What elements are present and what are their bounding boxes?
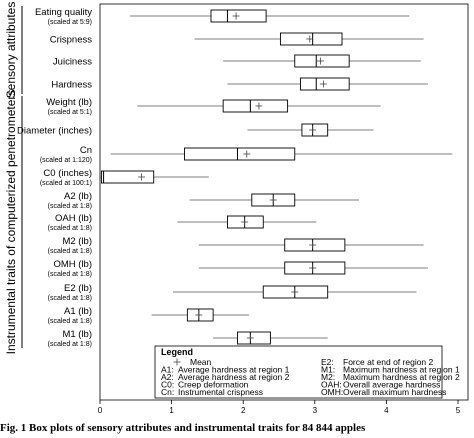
- box-0: [130, 9, 410, 23]
- legend-description: Overall average hardness: [343, 380, 440, 390]
- group-label: Instrumental traits of computerized pene…: [4, 90, 18, 355]
- category-scale-note: (scaled at 1:8): [48, 225, 92, 232]
- box-iqr: [100, 170, 155, 184]
- group-label: Sensory attributes: [4, 2, 18, 99]
- category-scale-note: (scaled at 5:9): [48, 19, 92, 26]
- category-scale-note: (scaled at 1:8): [48, 271, 92, 278]
- figure-caption: Fig. 1 Box plots of sensory attributes a…: [0, 422, 366, 434]
- category-label: Eating quality: [35, 7, 92, 18]
- legend-description: Instrumental crispness: [178, 387, 263, 397]
- category-label: OMH (lb): [53, 259, 92, 270]
- x-tick-label: 2: [241, 406, 246, 415]
- category-label: Hardness: [51, 80, 92, 91]
- x-tick-label: 5: [456, 406, 461, 415]
- x-tick-label: 3: [313, 406, 318, 415]
- legend-code: M1:: [321, 365, 335, 375]
- category-label: Weight (lb): [46, 97, 92, 108]
- category-label: Cn: [80, 145, 92, 156]
- legend-code: A1:: [161, 365, 174, 375]
- category-scale-note: (scaled at 1:8): [48, 248, 92, 255]
- box-4: [137, 99, 381, 113]
- box-12: [173, 285, 417, 299]
- x-tick-label: 0: [98, 406, 103, 415]
- legend-description: Average hardness at region 1: [178, 365, 290, 375]
- category-label: M1 (lb): [62, 329, 92, 340]
- box-10: [198, 238, 424, 252]
- category-label: A2 (lb): [64, 191, 92, 202]
- category-scale-note: (scaled at 1:8): [48, 341, 92, 348]
- plot-frame: [99, 3, 469, 401]
- legend-description: Creep deformation: [178, 380, 249, 390]
- box-7: [100, 170, 209, 184]
- category-scale-note: (scaled at 1:8): [48, 318, 92, 325]
- box-11: [198, 261, 428, 275]
- category-label: A1 (lb): [64, 306, 92, 317]
- legend-description: Maximum hardness at region 1: [343, 365, 460, 375]
- legend-code: OAH:: [321, 380, 342, 390]
- category-scale-note: (scaled at 1:120): [40, 157, 92, 164]
- category-scale-note: (scaled at 5:1): [48, 109, 92, 116]
- legend-description: Force at end of region 2: [343, 357, 434, 367]
- legend-code: M2:: [321, 372, 335, 382]
- legend-title: Legend: [161, 347, 193, 357]
- legend-code: C0:: [161, 380, 174, 390]
- box-5: [247, 123, 374, 137]
- category-label: Juiciness: [53, 57, 92, 68]
- category-scale-note: (scaled at 1:8): [48, 295, 92, 302]
- category-scale-note: (scaled at 100:1): [40, 180, 92, 187]
- box-iqr: [184, 147, 296, 161]
- category-label: OAH (lb): [55, 213, 92, 224]
- legend-description: Average hardness at region 2: [178, 372, 290, 382]
- legend-code: A2:: [161, 372, 174, 382]
- x-tick-label: 1: [169, 406, 174, 415]
- legend-box: [154, 345, 443, 399]
- legend-description: Maximum hardness at region 2: [343, 372, 460, 382]
- box-6: [110, 147, 453, 161]
- box-9: [177, 215, 317, 229]
- category-scale-note: (scaled at 1:8): [48, 203, 92, 210]
- legend-code: OMH:: [321, 387, 343, 397]
- box-13: [151, 308, 249, 322]
- box-8: [189, 193, 360, 207]
- legend-mean-label: Mean: [190, 357, 212, 367]
- x-tick-label: 4: [384, 406, 389, 415]
- category-label: Diameter (inches): [17, 126, 92, 137]
- legend-code: Cn:: [161, 387, 174, 397]
- box-14: [213, 331, 328, 345]
- box-3: [227, 77, 428, 91]
- category-label: E2 (lb): [64, 283, 92, 294]
- box-plot-chart: Eating quality(scaled at 5:9) Crispness Ju…: [4, 2, 469, 415]
- box-iqr: [237, 331, 271, 345]
- category-label: C0 (inches): [43, 168, 92, 179]
- box-iqr: [222, 99, 289, 113]
- category-label: Crispness: [50, 35, 92, 46]
- box-1: [194, 32, 424, 46]
- legend-code: E2:: [321, 357, 334, 367]
- category-label: M2 (lb): [62, 236, 92, 247]
- box-2: [223, 54, 421, 68]
- legend-description: Overall maximum hardness: [343, 387, 446, 397]
